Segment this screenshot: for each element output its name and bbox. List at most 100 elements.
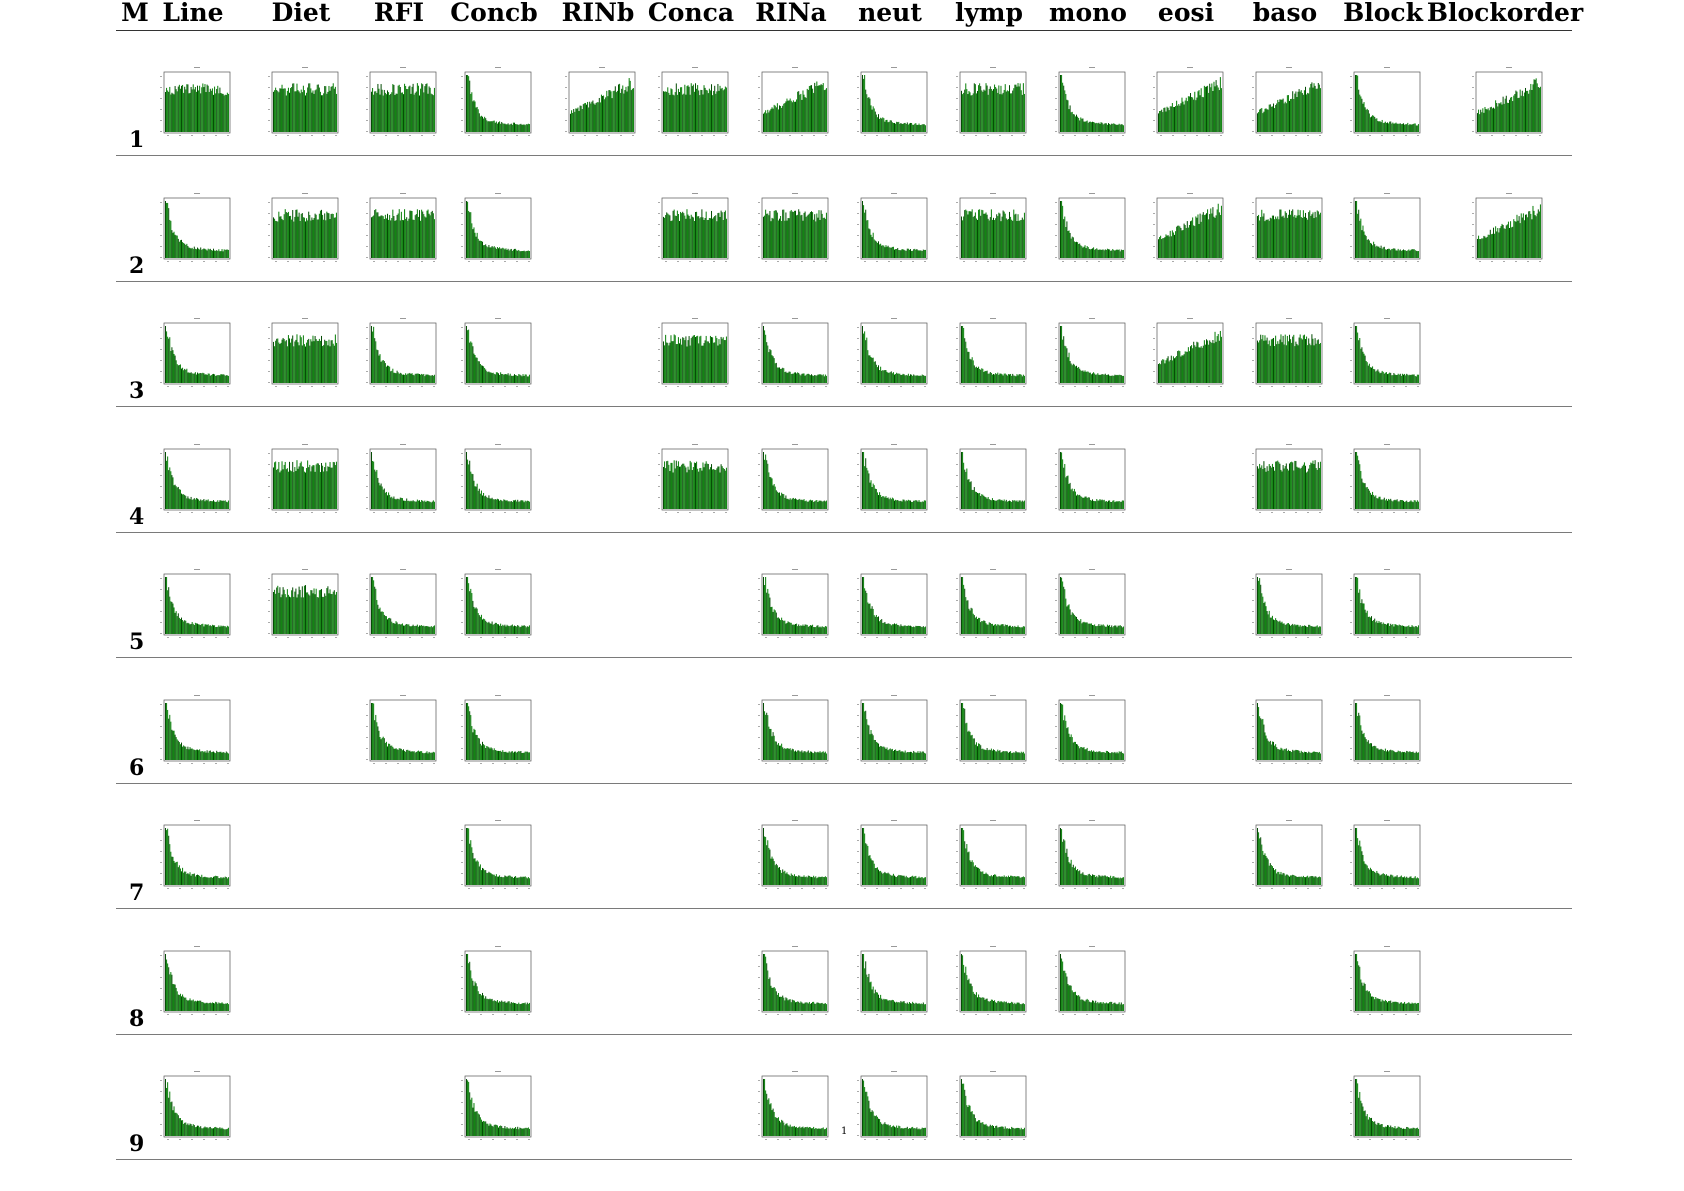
histogram-bar	[1499, 103, 1501, 132]
histogram-neut-m1	[850, 61, 930, 143]
x-tick-mark	[1417, 637, 1419, 638]
histogram-bar	[1534, 79, 1536, 132]
histogram-bar	[1089, 121, 1091, 132]
histogram-bar	[1408, 625, 1410, 634]
histogram-rinb-m1	[558, 61, 638, 143]
histogram-bar	[330, 340, 332, 383]
histogram-bar	[307, 592, 309, 634]
histogram-bar	[1319, 212, 1321, 258]
histogram-bar	[314, 90, 316, 132]
histogram-bar	[919, 501, 921, 509]
histogram-bar	[885, 748, 887, 760]
histogram-bar	[773, 483, 775, 509]
histogram-bar	[210, 751, 212, 760]
x-tick-mark	[1381, 511, 1383, 513]
histogram-bar	[472, 600, 474, 634]
histogram-bar	[506, 124, 508, 132]
histogram-bar	[1013, 88, 1015, 132]
histogram-bar	[923, 627, 925, 634]
histogram-bar	[884, 370, 886, 383]
histogram-bar	[378, 730, 380, 760]
histogram-bar	[431, 627, 433, 634]
histogram-bar	[911, 250, 913, 258]
histogram-bar	[1358, 592, 1360, 634]
histogram-bar	[1069, 361, 1071, 383]
histogram-bar	[1539, 86, 1541, 132]
histogram-bar	[1482, 108, 1484, 132]
histogram-bar	[499, 374, 501, 383]
histogram-bar	[895, 499, 897, 509]
histogram-bar	[995, 750, 997, 760]
histogram-bar	[975, 366, 977, 383]
x-tick-mark	[876, 511, 878, 513]
histogram-bar	[817, 501, 819, 509]
histogram-bar	[890, 120, 892, 132]
histogram-bar	[371, 451, 373, 509]
histogram-bar	[475, 236, 477, 258]
histogram-bar	[167, 455, 169, 509]
histogram-bar	[274, 346, 276, 383]
y-tick-mark	[1055, 463, 1057, 465]
histogram-bar	[1105, 123, 1107, 132]
panel-title-mark	[400, 569, 406, 570]
histogram-bar	[507, 248, 509, 258]
y-tick-mark	[1055, 758, 1057, 760]
histogram-bar	[504, 123, 506, 132]
histogram-bar	[880, 366, 882, 383]
histogram-bar	[319, 340, 321, 383]
x-tick-mark	[397, 260, 399, 262]
histogram-bar	[1307, 470, 1309, 509]
histogram-bar	[1016, 220, 1018, 258]
histogram-bar	[412, 374, 414, 383]
histogram-bar	[399, 372, 401, 383]
histogram-bar	[478, 615, 480, 634]
y-tick-mark	[1055, 507, 1057, 509]
histogram-bar	[1281, 621, 1283, 634]
histogram-bar	[494, 374, 496, 383]
histogram-bar	[475, 734, 477, 760]
histogram-bar	[483, 366, 485, 383]
histogram-bar	[190, 372, 192, 383]
histogram-bar	[1311, 82, 1313, 132]
histogram-bar	[1485, 237, 1487, 258]
histogram-bar	[1015, 500, 1017, 509]
x-tick-mark	[912, 135, 914, 136]
histogram-bar	[974, 211, 976, 258]
histogram-bar	[1371, 616, 1373, 634]
histogram-bar	[793, 498, 795, 509]
histogram-bar	[318, 590, 320, 634]
x-tick-mark	[203, 637, 205, 638]
histogram-bar	[766, 592, 768, 634]
histogram-bar	[332, 343, 334, 383]
histogram-bar	[1389, 121, 1391, 132]
histogram-bar	[685, 336, 687, 383]
histogram-bar	[198, 373, 200, 383]
histogram-bar	[804, 375, 806, 383]
histogram-bar	[864, 710, 866, 760]
histogram-bar	[1301, 625, 1303, 634]
histogram-bar	[292, 209, 294, 258]
histogram-bar	[1263, 460, 1265, 509]
y-tick-mark	[1252, 109, 1254, 110]
histogram-bar	[273, 341, 275, 383]
histogram-bar	[988, 749, 990, 760]
histogram-bar	[910, 248, 912, 258]
histogram-bar	[706, 90, 708, 132]
x-tick-mark	[999, 637, 1001, 638]
histogram-bar	[227, 375, 229, 383]
histogram-bar	[696, 461, 698, 509]
histogram-bar	[1490, 106, 1492, 132]
histogram-bar	[1264, 108, 1266, 132]
histogram-bar	[684, 340, 686, 383]
histogram-bar	[1061, 75, 1063, 132]
x-tick-mark	[888, 135, 890, 136]
histogram-bar	[226, 375, 228, 383]
x-tick-mark	[632, 135, 634, 136]
histogram-bar	[881, 745, 883, 760]
histogram-bar	[276, 469, 278, 509]
histogram-bar	[1316, 88, 1318, 132]
x-tick-mark	[468, 260, 470, 262]
histogram-bar	[515, 248, 517, 258]
histogram-bar	[708, 217, 710, 258]
histogram-bar	[1273, 619, 1275, 634]
